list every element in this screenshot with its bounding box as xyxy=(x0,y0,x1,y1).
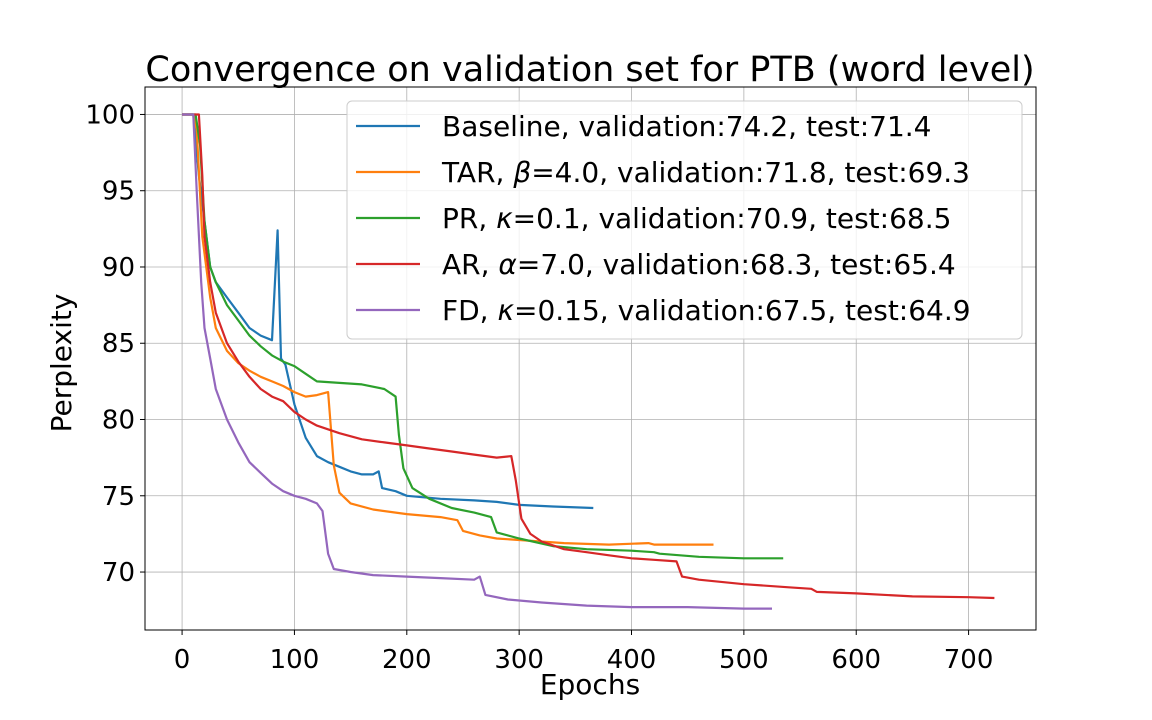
x-tick-label: 600 xyxy=(831,645,881,675)
x-tick-label: 200 xyxy=(382,645,432,675)
x-axis-label: Epochs xyxy=(540,668,640,701)
legend-label-ar: AR, α=7.0, validation:68.3, test:65.4 xyxy=(442,248,956,281)
x-tick-label: 0 xyxy=(174,645,191,675)
plot-frame xyxy=(144,86,1037,631)
y-tick-label: 80 xyxy=(102,406,135,436)
series-line-pr xyxy=(182,113,784,560)
x-tick-label: 300 xyxy=(494,645,544,675)
y-tick-label: 75 xyxy=(102,482,135,512)
legend-label-fd: FD, κ=0.15, validation:67.5, test:64.9 xyxy=(442,294,971,327)
series-layer xyxy=(182,113,995,610)
x-tick-label: 100 xyxy=(270,645,320,675)
series-line-ar xyxy=(182,113,995,600)
series-line-fd xyxy=(182,113,772,610)
legend-box xyxy=(346,100,1023,340)
x-tick-label: 700 xyxy=(944,645,994,675)
legend-entries: Baseline, validation:74.2, test:71.4 TAR,… xyxy=(356,110,971,327)
tick-layer: 0 100 200 300 400 500 600 700 70 75 80 85 90 95 100 xyxy=(85,100,993,675)
x-tick-label: 400 xyxy=(607,645,657,675)
y-axis-label: Perplexity xyxy=(45,294,78,433)
y-tick-label: 100 xyxy=(85,100,135,130)
y-tick-label: 85 xyxy=(102,329,135,359)
legend-label-pr: PR, κ=0.1, validation:70.9, test:68.5 xyxy=(442,202,951,235)
series-line-tar xyxy=(182,113,714,546)
y-tick-label: 70 xyxy=(102,558,135,588)
legend: Baseline, validation:74.2, test:71.4 TAR,… xyxy=(346,100,1023,340)
y-tick-label: 95 xyxy=(102,177,135,207)
y-tick-label: 90 xyxy=(102,253,135,283)
x-tick-label: 500 xyxy=(719,645,769,675)
legend-label-tar: TAR, β=4.0, validation:71.8, test:69.3 xyxy=(441,156,970,189)
legend-label-baseline: Baseline, validation:74.2, test:71.4 xyxy=(442,110,932,143)
chart-title: Convergence on validation set for PTB (w… xyxy=(145,50,1034,90)
